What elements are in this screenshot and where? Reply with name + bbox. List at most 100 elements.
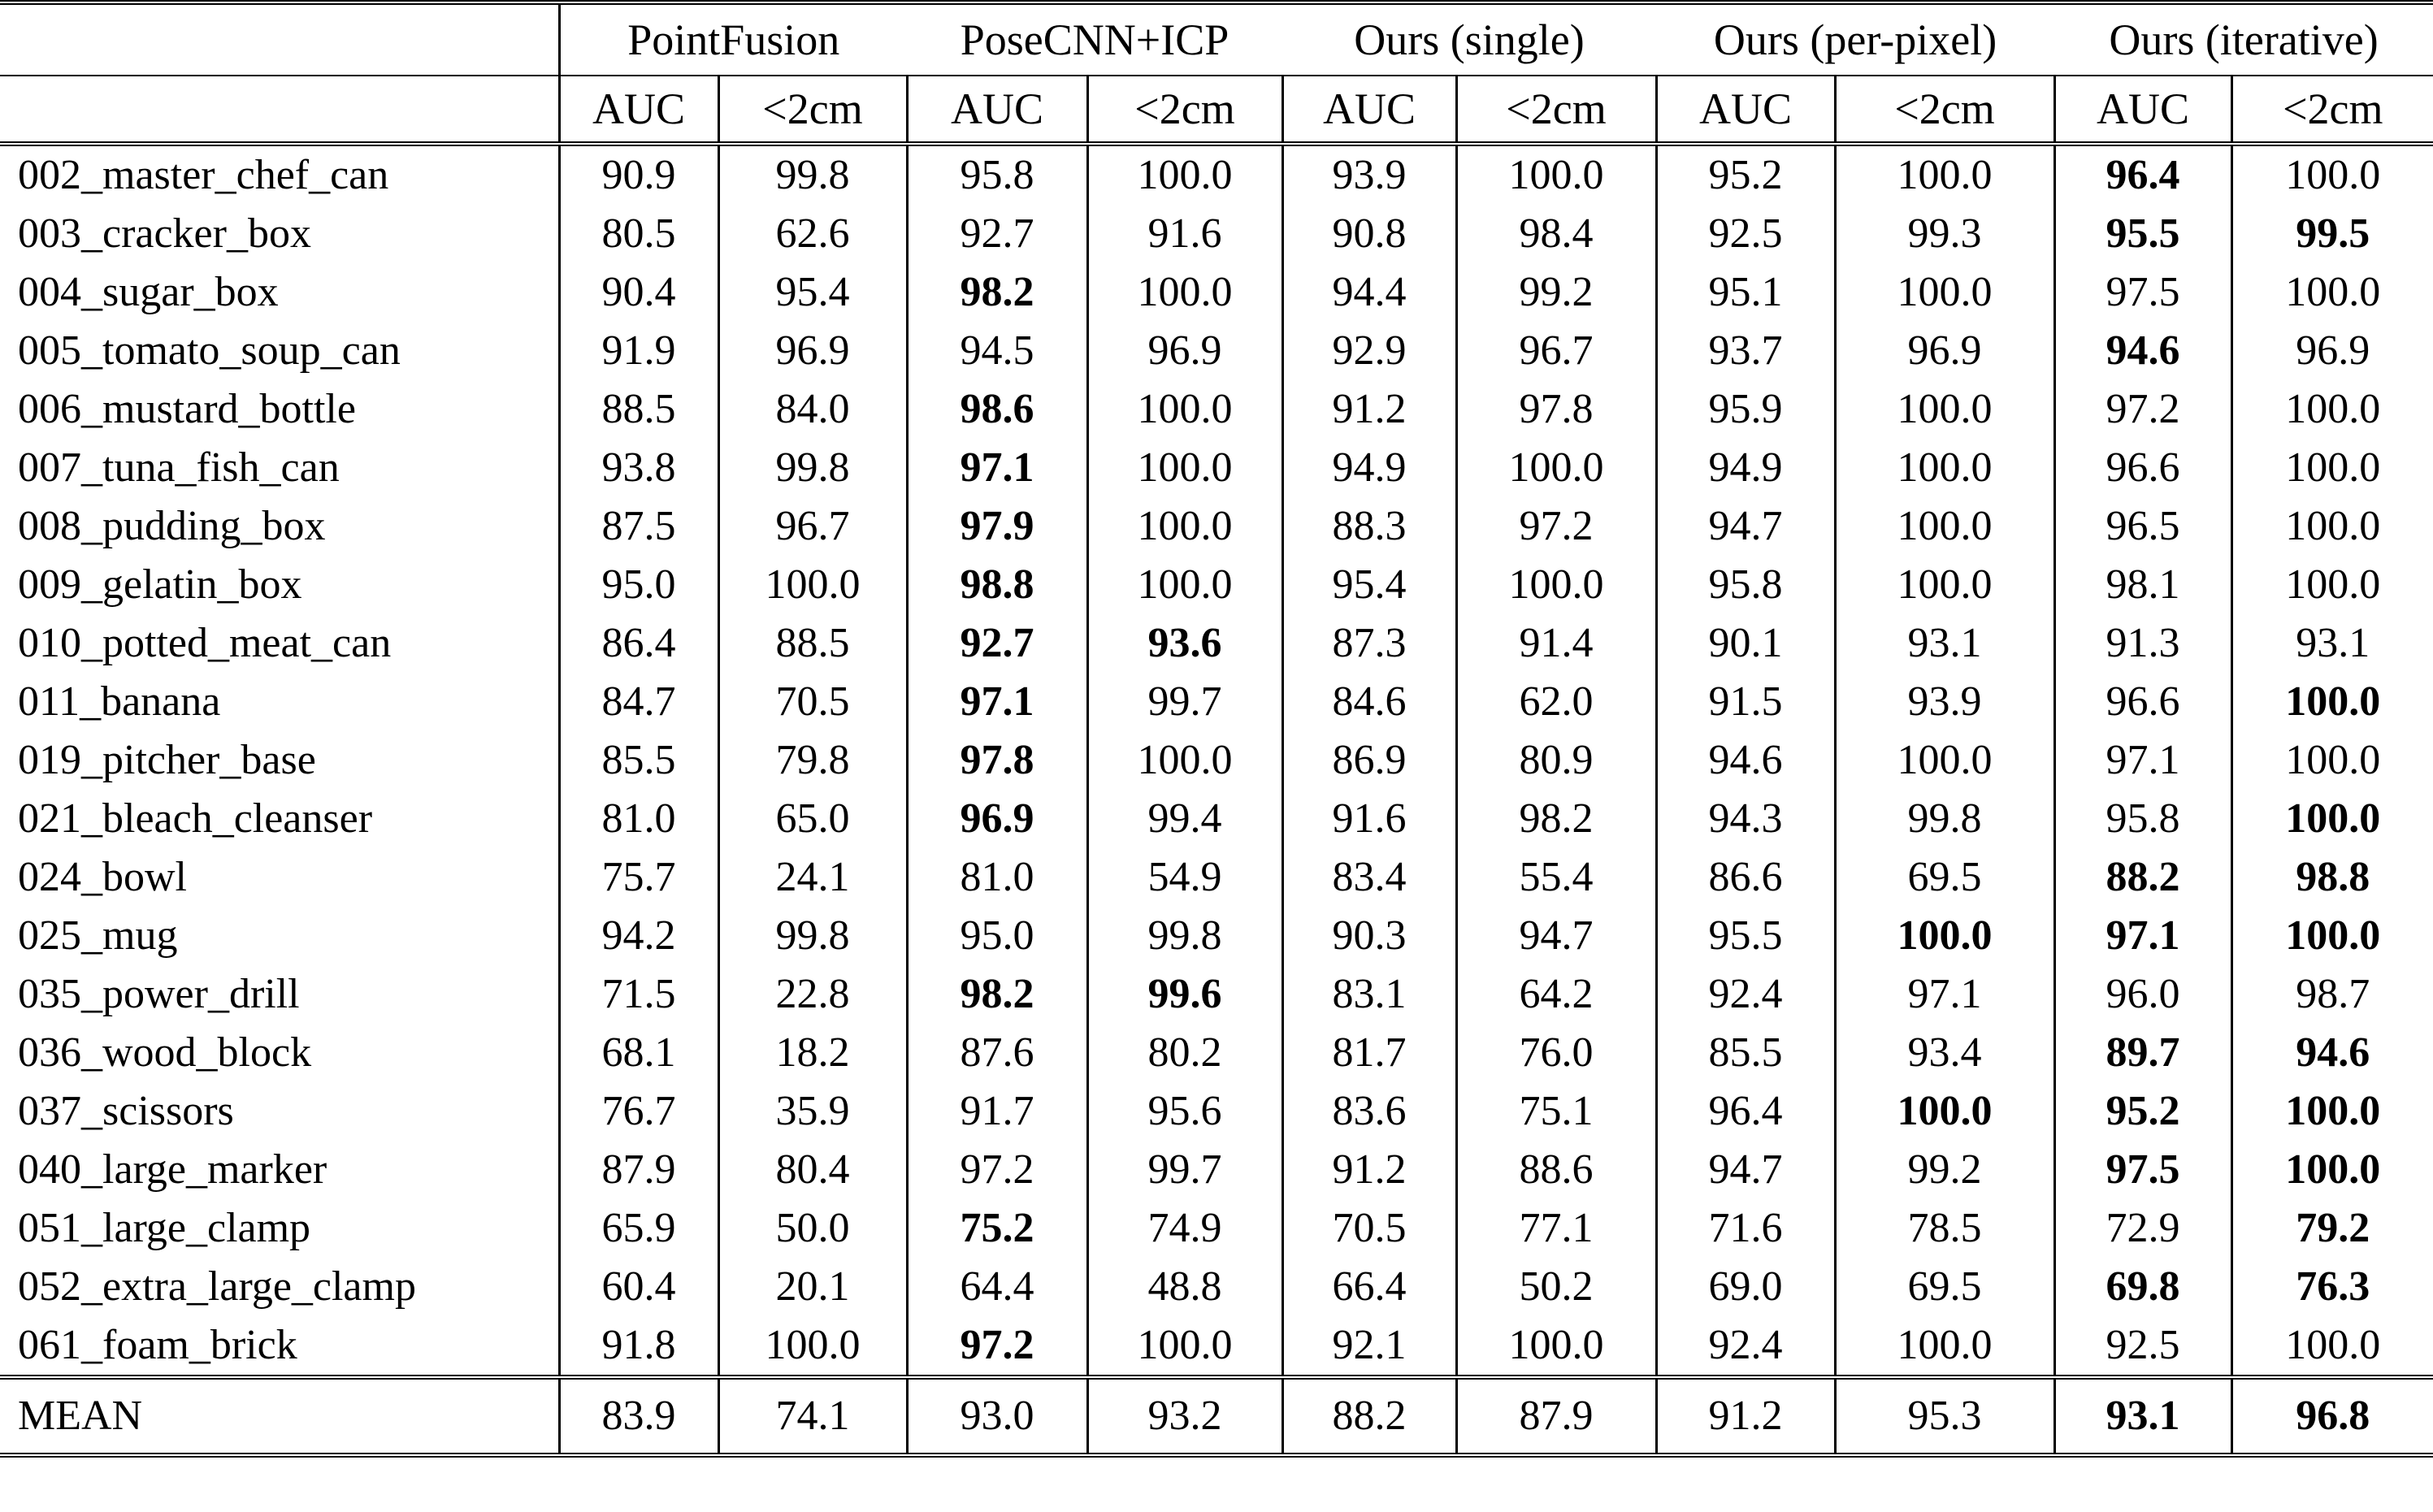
corner-cell: [0, 2, 561, 76]
metric-value-cell: 62.6: [717, 205, 907, 263]
object-name-cell: 006_mustard_bottle: [0, 380, 561, 439]
metric-value-cell: 74.9: [1086, 1199, 1283, 1258]
metric-value-cell: 79.2: [2230, 1199, 2433, 1258]
metric-value-cell: 85.5: [557, 731, 718, 790]
metric-value-cell: 100.0: [2230, 1141, 2433, 1199]
metric-value-cell: 91.6: [1281, 790, 1457, 848]
metric-value-cell: 90.4: [557, 263, 718, 322]
metric-value-cell: 91.8: [557, 1316, 718, 1377]
metric-value-cell: 97.1: [2053, 907, 2232, 965]
metric-value-cell: 95.5: [1655, 907, 1836, 965]
metric-value-cell: 66.4: [1281, 1258, 1457, 1316]
table-row: 011_banana 84.7 70.5 97.1 99.7 84.6 62.0 91.5 93…: [0, 673, 2433, 731]
metric-value-cell: 95.0: [557, 556, 718, 614]
metric-value-cell: 90.8: [1281, 205, 1457, 263]
metric-value-cell: 96.4: [1655, 1082, 1836, 1141]
metric-value-cell: 94.4: [1281, 263, 1457, 322]
object-name-cell: 061_foam_brick: [0, 1316, 561, 1377]
metric-value-cell: 100.0: [2230, 790, 2433, 848]
metric-value-cell: 94.3: [1655, 790, 1836, 848]
metric-value-cell: 80.4: [717, 1141, 907, 1199]
metric-value-cell: 55.4: [1455, 848, 1657, 907]
metric-value-cell: 87.3: [1281, 614, 1457, 673]
metric-value-cell: 84.6: [1281, 673, 1457, 731]
metric-value-cell: 100.0: [1086, 731, 1283, 790]
table-row: 025_mug 94.2 99.8 95.0 99.8 90.3 94.7 95.5 100.0…: [0, 907, 2433, 965]
object-name-cell: 007_tuna_fish_can: [0, 439, 561, 497]
metric-value-cell: 86.6: [1655, 848, 1836, 907]
table-row: 007_tuna_fish_can 93.8 99.8 97.1 100.0 94.9 10…: [0, 439, 2433, 497]
metric-value-cell: 48.8: [1086, 1258, 1283, 1316]
metric-value-cell: 76.7: [557, 1082, 718, 1141]
metric-value-cell: 97.1: [2053, 731, 2232, 790]
metric-value-cell: 92.7: [905, 614, 1087, 673]
metric-value-cell: 100.0: [2230, 556, 2433, 614]
table-row: 024_bowl 75.7 24.1 81.0 54.9 83.4 55.4 86.6 69.5…: [0, 848, 2433, 907]
object-name-cell: 005_tomato_soup_can: [0, 322, 561, 380]
method-group-header: Ours (per-pixel): [1656, 2, 2055, 76]
metric-value-cell: 64.4: [905, 1258, 1087, 1316]
metric-value-cell: 75.2: [905, 1199, 1087, 1258]
metric-value-cell: 81.7: [1281, 1024, 1457, 1082]
metric-value-cell: 86.4: [557, 614, 718, 673]
metric-value-cell: 96.7: [1455, 322, 1657, 380]
metric-value-cell: 100.0: [1833, 439, 2055, 497]
metric-value-cell: 99.2: [1833, 1141, 2055, 1199]
metric-value-cell: 80.9: [1455, 731, 1657, 790]
metric-value-cell: 92.5: [2053, 1316, 2232, 1377]
metric-value-cell: 60.4: [557, 1258, 718, 1316]
metric-value-cell: 98.8: [2230, 848, 2433, 907]
metric-value-cell: 94.6: [2053, 322, 2232, 380]
metric-value-cell: 93.8: [557, 439, 718, 497]
metric-value-cell: 70.5: [1281, 1199, 1457, 1258]
metric-value-cell: 100.0: [1086, 144, 1283, 205]
metric-value-cell: 99.8: [717, 439, 907, 497]
method-group-row: PointFusion PoseCNN+ICP Ours (single) Ours …: [0, 2, 2433, 76]
metric-value-cell: 68.1: [557, 1024, 718, 1082]
object-name-cell: 040_large_marker: [0, 1141, 561, 1199]
metric-value-cell: 93.0: [905, 1375, 1087, 1455]
metric-value-cell: 62.0: [1455, 673, 1657, 731]
table-row: 003_cracker_box 80.5 62.6 92.7 91.6 90.8 98.4 9…: [0, 205, 2433, 263]
metric-value-cell: 100.0: [1833, 731, 2055, 790]
metric-value-cell: 100.0: [2230, 144, 2433, 205]
metric-value-cell: 95.0: [905, 907, 1087, 965]
metric-value-cell: 95.4: [717, 263, 907, 322]
object-name-cell: 051_large_clamp: [0, 1199, 561, 1258]
metric-column-header: <2cm: [2230, 76, 2433, 146]
metric-value-cell: 50.2: [1455, 1258, 1657, 1316]
metric-value-cell: 74.1: [717, 1375, 907, 1455]
metric-value-cell: 93.2: [1086, 1375, 1283, 1455]
metric-value-cell: 90.9: [557, 144, 718, 205]
metric-value-cell: 96.9: [905, 790, 1087, 848]
method-group-header: Ours (single): [1282, 2, 1657, 76]
metric-value-cell: 100.0: [1833, 556, 2055, 614]
metric-value-cell: 93.9: [1833, 673, 2055, 731]
table-body: 002_master_chef_can 90.9 99.8 95.8 100.0 93.9…: [0, 144, 2433, 1455]
metric-value-cell: 96.7: [717, 497, 907, 556]
metric-value-cell: 100.0: [1833, 907, 2055, 965]
metric-value-cell: 100.0: [1086, 556, 1283, 614]
object-name-cell: 019_pitcher_base: [0, 731, 561, 790]
metric-value-cell: 85.5: [1655, 1024, 1836, 1082]
object-name-cell: 024_bowl: [0, 848, 561, 907]
metric-value-cell: 96.9: [2230, 322, 2433, 380]
metric-value-cell: 80.5: [557, 205, 718, 263]
metric-value-cell: 97.2: [2053, 380, 2232, 439]
metric-value-cell: 94.6: [1655, 731, 1836, 790]
metric-value-cell: 88.2: [1281, 1375, 1457, 1455]
metric-value-cell: 94.7: [1655, 497, 1836, 556]
metric-value-cell: 84.7: [557, 673, 718, 731]
metric-value-cell: 76.0: [1455, 1024, 1657, 1082]
metric-value-cell: 100.0: [1833, 1082, 2055, 1141]
metric-value-cell: 100.0: [2230, 439, 2433, 497]
object-name-cell: 021_bleach_cleanser: [0, 790, 561, 848]
metric-value-cell: 95.2: [2053, 1082, 2232, 1141]
metric-value-cell: 99.7: [1086, 1141, 1283, 1199]
metric-value-cell: 96.9: [1833, 322, 2055, 380]
corner-cell: [0, 76, 561, 146]
metric-value-cell: 96.9: [1086, 322, 1283, 380]
metric-column-header: AUC: [2053, 76, 2232, 146]
metric-value-cell: 20.1: [717, 1258, 907, 1316]
metric-value-cell: 70.5: [717, 673, 907, 731]
